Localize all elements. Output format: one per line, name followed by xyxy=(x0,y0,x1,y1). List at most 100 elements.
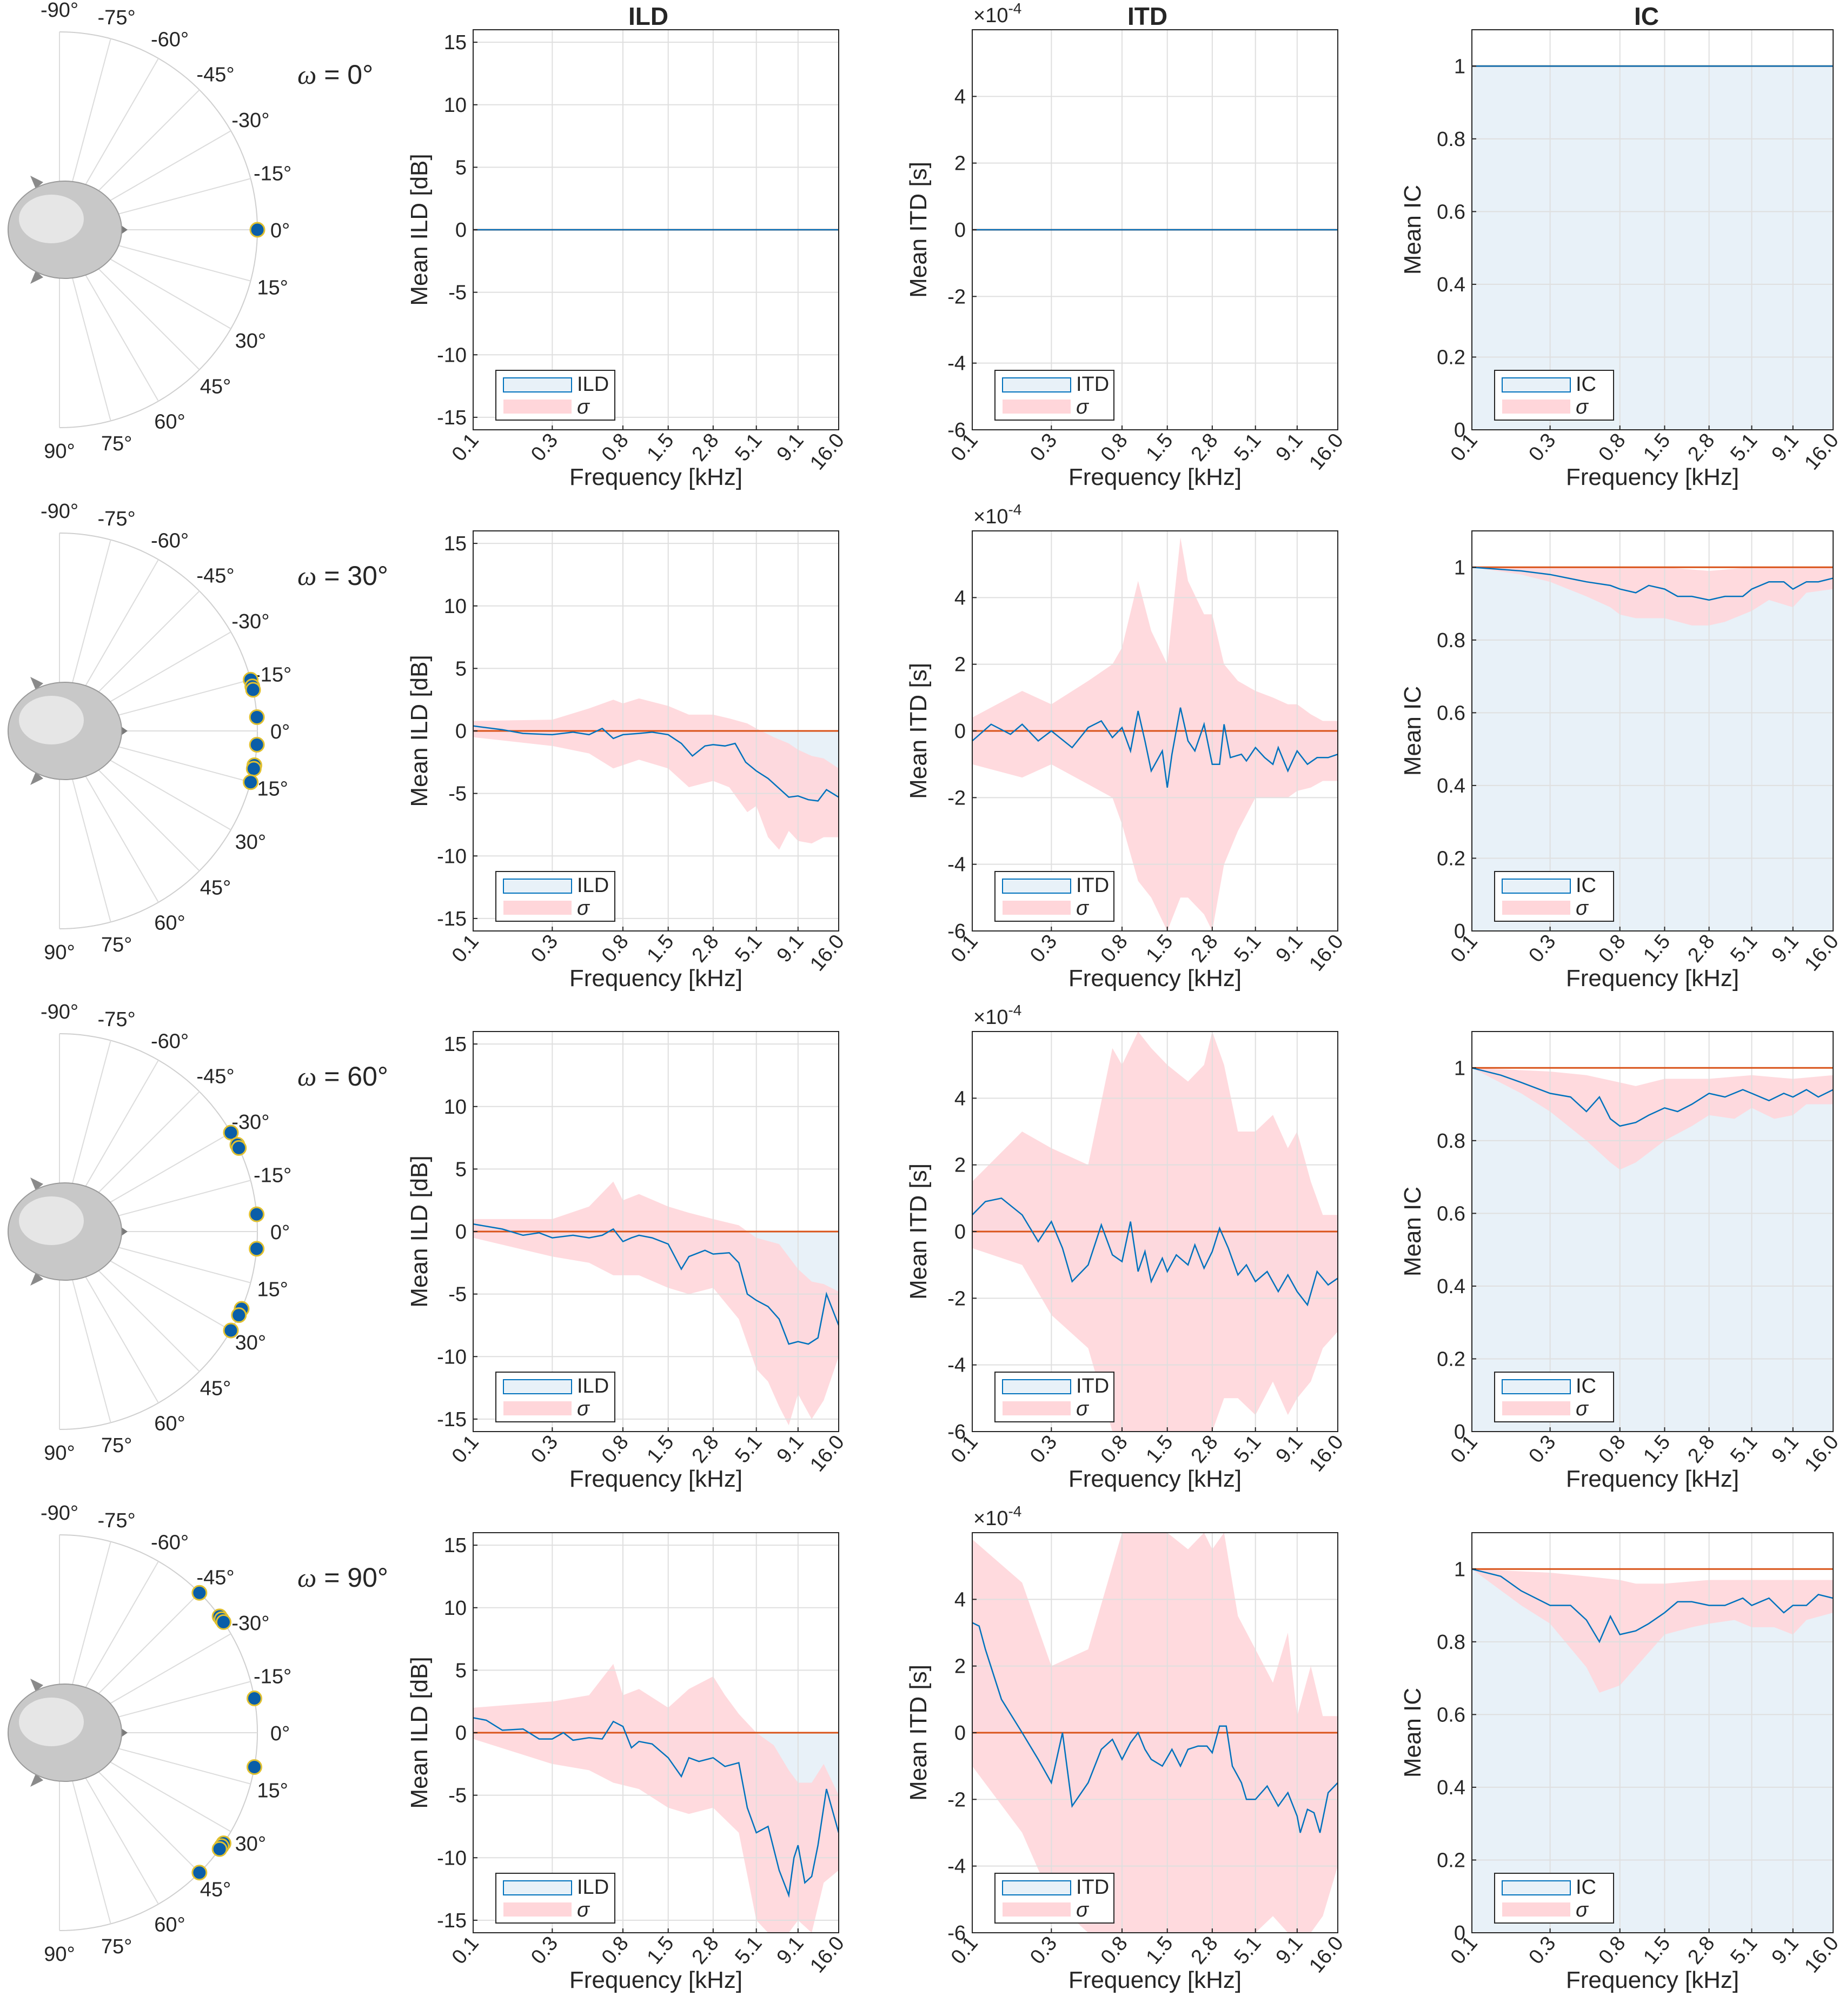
legend-mean-label: IC xyxy=(1576,1876,1596,1899)
itd-exponent-label: ×10-4 xyxy=(973,1002,1021,1029)
y-axis-label: Mean IC xyxy=(1399,185,1426,275)
legend-sigma-label: σ xyxy=(1076,897,1090,920)
mean-line xyxy=(473,1717,839,1898)
polar-label: 15° xyxy=(257,1780,288,1802)
x-tick-label: 0.8 xyxy=(598,429,633,465)
omega-label: ω = 90° xyxy=(297,1562,388,1593)
y-tick-label: 4 xyxy=(954,587,966,609)
polar-label: -30° xyxy=(231,109,269,132)
x-tick-label: 2.8 xyxy=(1683,1431,1719,1467)
y-axis-label: Mean ILD [dB] xyxy=(406,1155,433,1307)
y-tick-label: -5 xyxy=(448,783,467,806)
omega-symbol: ω xyxy=(297,1562,316,1593)
y-tick-label: -5 xyxy=(448,1283,467,1306)
polar-label: 15° xyxy=(257,1279,288,1301)
x-tick-label: 0.8 xyxy=(1097,930,1132,967)
legend-mean-label: IC xyxy=(1576,373,1596,396)
y-tick-label: 15 xyxy=(444,1033,467,1056)
legend-sigma-label: σ xyxy=(1576,1899,1589,1921)
legend-sigma-label: σ xyxy=(1576,897,1589,920)
x-tick-label: 0.1 xyxy=(448,1932,483,1968)
legend-mean-label: ILD xyxy=(577,874,609,897)
x-axis-label: Frequency [kHz] xyxy=(569,965,742,992)
x-tick-label: 0.3 xyxy=(1524,1932,1560,1968)
x-tick-label: 2.8 xyxy=(688,429,724,465)
legend-sigma-label: σ xyxy=(577,897,590,920)
column-titles: ILD ITD IC xyxy=(628,2,1659,30)
x-tick-label: 1.5 xyxy=(1639,1431,1675,1467)
legend-sigma-swatch xyxy=(1003,1401,1071,1415)
polar-label: -30° xyxy=(231,1612,269,1635)
omega-label: ω = 30° xyxy=(297,561,388,591)
x-tick-label: 1.5 xyxy=(642,429,678,465)
col-title-ic: IC xyxy=(1634,2,1659,30)
itd-exponent-power: -4 xyxy=(1008,1002,1021,1019)
x-tick-label: 2.8 xyxy=(1683,429,1719,465)
y-tick-label: -2 xyxy=(947,1287,966,1310)
polar-label: 45° xyxy=(200,1377,231,1400)
x-tick-label: 16.0 xyxy=(1800,1932,1843,1978)
y-tick-label: 0 xyxy=(455,720,467,743)
polar-label: 75° xyxy=(101,1434,132,1457)
legend-mean-swatch xyxy=(1502,377,1571,392)
y-tick-label: 0.8 xyxy=(1437,629,1465,652)
source-marker xyxy=(211,1841,228,1857)
x-tick-label: 9.1 xyxy=(1767,1932,1803,1968)
polar-label: 90° xyxy=(44,440,75,463)
y-tick-label: 0.2 xyxy=(1437,1849,1465,1872)
polar-label: -45° xyxy=(196,565,234,588)
axes-box xyxy=(1471,1532,1834,1933)
polar-label: -45° xyxy=(196,1567,234,1589)
x-tick-label: 5.1 xyxy=(731,429,766,465)
x-tick-label: 0.1 xyxy=(448,1431,483,1467)
x-tick-label: 9.1 xyxy=(773,1431,808,1467)
legend-mean-swatch xyxy=(1502,1379,1571,1394)
legend-mean-swatch xyxy=(1002,1880,1071,1895)
y-tick-label: 2 xyxy=(954,152,966,175)
y-tick-label: 0.4 xyxy=(1437,1777,1465,1799)
x-axis-label: Frequency [kHz] xyxy=(569,464,742,490)
y-axis-label: Mean ILD [dB] xyxy=(406,655,433,807)
head-highlight xyxy=(19,1196,84,1245)
y-tick-label: -10 xyxy=(437,344,467,367)
y-tick-label: 4 xyxy=(954,85,966,108)
row-0: -90° -75° -60° -45° -30° -15° 0° 15° 30° 45° 60° 75… xyxy=(8,0,1843,490)
source-marker xyxy=(245,761,262,777)
x-tick-label: 16.0 xyxy=(806,429,849,475)
x-tick-label: 2.8 xyxy=(1187,1932,1223,1968)
rows-layer: -90° -75°-60°-45°-30°-15°0°15°30°45°60°75… xyxy=(8,0,1843,1993)
y-axis-label: Mean IC xyxy=(1399,1688,1426,1778)
y-tick-label: 0.2 xyxy=(1437,1348,1465,1370)
source-marker xyxy=(223,1322,239,1339)
x-tick-label: 0.8 xyxy=(598,1431,633,1467)
x-tick-label: 9.1 xyxy=(1767,930,1803,967)
row-90: -90° -75° -60° -45° -30° -15° 0° 15° 30° 45° 60° 75… xyxy=(8,1502,1843,1993)
y-tick-label: 10 xyxy=(444,1096,467,1119)
y-axis-label: Mean IC xyxy=(1399,1187,1426,1276)
polar-label: 30° xyxy=(235,1332,266,1354)
polar-label: 45° xyxy=(200,1878,231,1901)
legend-sigma-label: σ xyxy=(577,396,590,418)
plot-area xyxy=(972,1032,1338,1432)
x-tick-label: 16.0 xyxy=(806,930,849,976)
y-tick-label: 0 xyxy=(1454,1421,1465,1443)
source-marker xyxy=(249,222,266,238)
x-tick-label: 16.0 xyxy=(1305,1932,1348,1978)
y-tick-label: -5 xyxy=(448,282,467,304)
itd-exponent-label: ×10-4 xyxy=(973,501,1021,528)
legend-mean-label: ILD xyxy=(577,373,609,396)
x-tick-label: 9.1 xyxy=(1767,1431,1803,1467)
y-tick-label: 10 xyxy=(444,94,467,117)
polar-label: 60° xyxy=(154,1913,185,1936)
y-tick-label: -4 xyxy=(947,1354,966,1377)
x-tick-label: 0.8 xyxy=(1594,1431,1630,1467)
